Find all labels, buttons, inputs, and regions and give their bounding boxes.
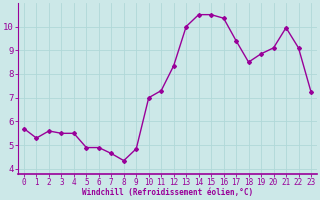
X-axis label: Windchill (Refroidissement éolien,°C): Windchill (Refroidissement éolien,°C) bbox=[82, 188, 253, 197]
